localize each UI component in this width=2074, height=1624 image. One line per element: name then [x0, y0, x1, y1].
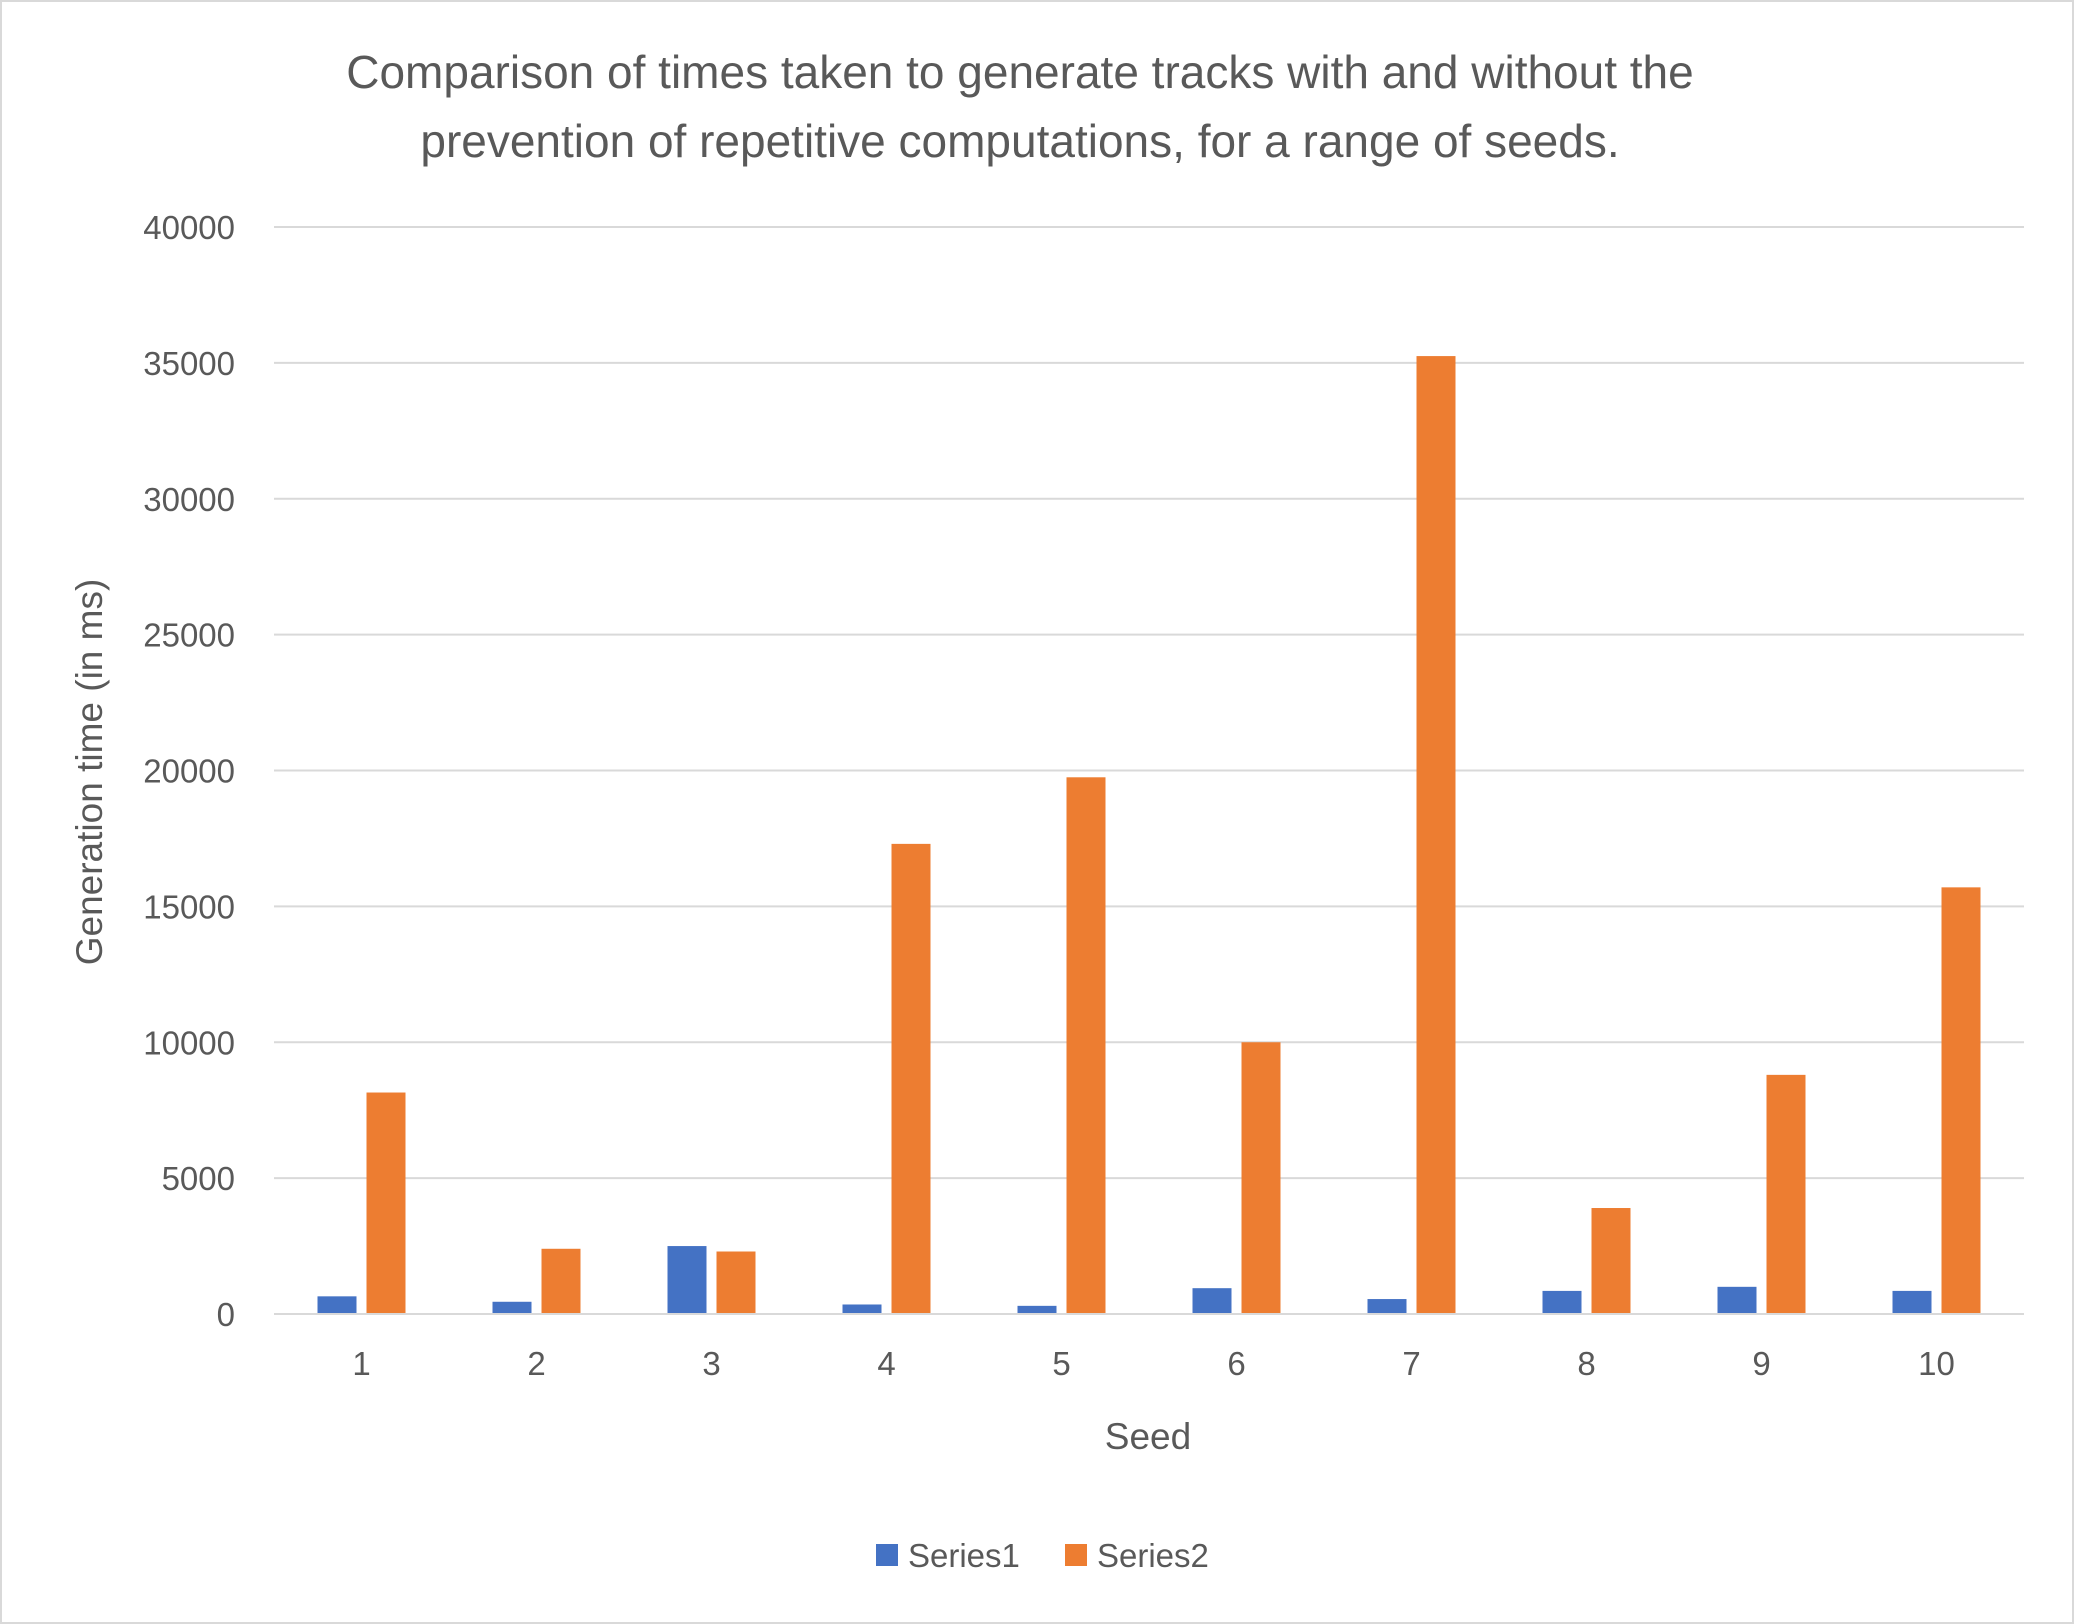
bar-series1-seed-6: [1192, 1288, 1232, 1314]
x-tick-label: 5: [1052, 1345, 1070, 1382]
legend: Series1 Series2: [876, 1537, 1209, 1574]
x-axis-title: Seed: [1105, 1416, 1191, 1457]
bar-series1-seed-8: [1542, 1290, 1582, 1314]
bar-series2-seed-10: [1941, 887, 1981, 1314]
x-tick-label: 9: [1752, 1345, 1770, 1382]
legend-swatch-series1: [876, 1544, 898, 1566]
y-tick-label: 20000: [143, 753, 235, 790]
x-tick-label: 7: [1402, 1345, 1420, 1382]
legend-label-series2: Series2: [1097, 1537, 1209, 1574]
gridlines: [274, 226, 2024, 1180]
x-tick-label: 1: [352, 1345, 370, 1382]
legend-label-series1: Series1: [908, 1537, 1020, 1574]
bar-series1-seed-1: [317, 1296, 357, 1314]
bar-series2-seed-5: [1066, 777, 1106, 1314]
y-tick-label: 35000: [143, 345, 235, 382]
bar-series1-seed-3: [667, 1246, 707, 1314]
y-tick-label: 15000: [143, 888, 235, 925]
bar-series1-seed-2: [492, 1301, 532, 1314]
bar-series1-seed-4: [842, 1304, 882, 1314]
x-tick-label: 4: [877, 1345, 895, 1382]
y-tick-label: 25000: [143, 617, 235, 654]
bar-series2-seed-9: [1766, 1074, 1806, 1314]
x-tick-label: 8: [1577, 1345, 1595, 1382]
x-tick-label: 6: [1227, 1345, 1245, 1382]
bar-series1-seed-9: [1717, 1286, 1757, 1314]
legend-swatch-series2: [1065, 1544, 1087, 1566]
x-tick-label: 10: [1918, 1345, 1955, 1382]
bar-series2-seed-6: [1241, 1042, 1281, 1314]
y-tick-label: 0: [217, 1296, 235, 1333]
bar-series1-seed-5: [1017, 1305, 1057, 1314]
bar-series2-seed-3: [716, 1251, 756, 1314]
chart-title-line-2: prevention of repetitive computations, f…: [420, 115, 1619, 167]
bar-series2-seed-2: [541, 1248, 581, 1314]
y-tick-label: 30000: [143, 481, 235, 518]
y-tick-label: 40000: [143, 209, 235, 246]
x-axis-tick-labels: 1 2 3 4 5 6 7 8 9 10: [352, 1345, 1955, 1382]
y-tick-label: 10000: [143, 1024, 235, 1061]
bar-series2-seed-7: [1416, 356, 1456, 1314]
bar-series2-seed-4: [891, 843, 931, 1314]
bar-series1-seed-7: [1367, 1299, 1407, 1314]
bar-series1-seed-10: [1892, 1290, 1932, 1314]
y-axis-tick-labels: 0 5000 10000 15000 20000 25000 30000 35000 40000: [143, 209, 235, 1333]
x-tick-label: 3: [702, 1345, 720, 1382]
chart-title-line-1: Comparison of times taken to generate tr…: [346, 46, 1693, 98]
y-axis-title: Generation time (in ms): [69, 579, 110, 966]
bar-series2-seed-8: [1591, 1208, 1631, 1314]
bar-series2-seed-1: [366, 1092, 406, 1314]
bars: [317, 356, 1981, 1314]
x-tick-label: 2: [527, 1345, 545, 1382]
y-tick-label: 5000: [162, 1160, 235, 1197]
